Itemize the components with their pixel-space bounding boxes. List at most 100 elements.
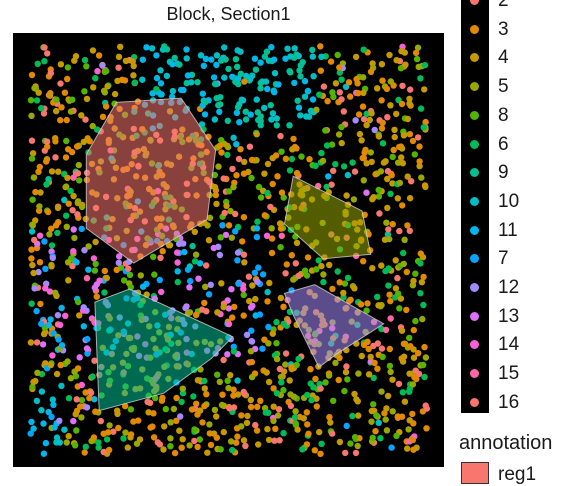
- scatter-point: [349, 159, 356, 166]
- scatter-point: [193, 400, 200, 407]
- scatter-point: [398, 145, 406, 152]
- scatter-point: [203, 262, 210, 269]
- scatter-point: [248, 174, 255, 182]
- scatter-point: [394, 195, 401, 202]
- legend-label-13: 13: [498, 305, 520, 327]
- scatter-point: [398, 100, 406, 108]
- scatter-point: [38, 407, 45, 414]
- scatter-point: [218, 149, 225, 156]
- scatter-point: [297, 73, 304, 80]
- scatter-point: [31, 236, 38, 244]
- scatter-point: [73, 396, 80, 403]
- scatter-point: [309, 46, 316, 54]
- scatter-point: [381, 410, 388, 417]
- scatter-point: [92, 408, 99, 415]
- scatter-point: [383, 219, 390, 226]
- scatter-point: [273, 340, 280, 347]
- scatter-point: [69, 96, 76, 103]
- scatter-point: [83, 95, 91, 103]
- legend-key-7: [470, 254, 479, 264]
- scatter-point: [64, 75, 71, 83]
- scatter-point: [293, 169, 301, 177]
- scatter-point: [388, 444, 395, 451]
- scatter-point: [384, 204, 391, 212]
- scatter-point: [395, 290, 402, 297]
- scatter-point: [237, 70, 244, 77]
- scatter-point: [248, 358, 256, 366]
- scatter-point: [253, 131, 260, 138]
- scatter-point: [254, 278, 261, 285]
- scatter-point: [235, 155, 243, 163]
- scatter-point: [292, 420, 299, 427]
- scatter-point: [378, 61, 386, 68]
- scatter-point: [360, 74, 367, 81]
- scatter-point: [48, 168, 56, 175]
- scatter-point: [330, 397, 337, 404]
- scatter-point: [95, 52, 103, 59]
- scatter-point: [99, 113, 107, 121]
- scatter-point: [341, 280, 349, 287]
- scatter-point: [74, 198, 82, 205]
- legend-label-11: 11: [498, 219, 518, 241]
- scatter-point: [309, 53, 316, 60]
- scatter-point: [198, 121, 206, 128]
- scatter-point: [73, 259, 80, 266]
- scatter-point: [196, 260, 204, 267]
- scatter-point: [351, 390, 358, 398]
- scatter-point: [401, 236, 408, 243]
- scatter-point: [410, 277, 417, 285]
- scatter-point: [34, 60, 41, 67]
- scatter-point: [294, 426, 301, 433]
- scatter-point: [292, 408, 299, 415]
- scatter-point: [385, 282, 392, 289]
- scatter-point: [192, 311, 200, 319]
- scatter-point: [179, 390, 187, 397]
- scatter-point: [230, 134, 237, 141]
- scatter-point: [62, 312, 69, 319]
- scatter-point: [230, 343, 237, 350]
- scatter-point: [61, 89, 69, 96]
- legend-key-8: [470, 110, 479, 120]
- legend-label-15: 15: [498, 363, 520, 385]
- scatter-point: [181, 248, 188, 256]
- scatter-point: [91, 267, 99, 274]
- scatter-point: [83, 63, 90, 70]
- scatter-point: [253, 96, 260, 103]
- scatter-point: [49, 396, 56, 403]
- scatter-point: [390, 146, 397, 154]
- scatter-point: [355, 90, 362, 97]
- scatter-point: [240, 170, 248, 177]
- scatter-point: [301, 78, 309, 85]
- scatter-point: [83, 345, 91, 352]
- scatter-point: [387, 315, 394, 322]
- scatter-point: [213, 52, 221, 59]
- scatter-point: [277, 373, 285, 381]
- scatter-point: [273, 122, 280, 129]
- scatter-point: [368, 110, 375, 117]
- scatter-point: [369, 434, 376, 441]
- scatter-point: [106, 422, 113, 429]
- scatter-point: [295, 355, 302, 363]
- scatter-point: [280, 303, 287, 310]
- scatter-point: [396, 227, 403, 235]
- scatter-point: [295, 104, 303, 111]
- scatter-point: [31, 84, 38, 92]
- scatter-point: [364, 300, 371, 307]
- scatter-point: [389, 221, 396, 228]
- scatter-point: [206, 421, 213, 428]
- scatter-point: [399, 389, 406, 396]
- scatter-point: [213, 413, 220, 420]
- scatter-point: [149, 423, 156, 430]
- scatter-point: [84, 335, 91, 343]
- scatter-point: [55, 168, 62, 175]
- scatter-point: [370, 374, 377, 382]
- legend-key-4: [470, 53, 479, 63]
- scatter-point: [220, 303, 227, 311]
- scatter-point: [412, 317, 419, 325]
- legend-key-10: [470, 196, 479, 206]
- scatter-point: [61, 426, 68, 433]
- scatter-point: [329, 89, 336, 96]
- scatter-point: [363, 189, 370, 196]
- scatter-point: [50, 401, 57, 408]
- scatter-point: [27, 339, 35, 346]
